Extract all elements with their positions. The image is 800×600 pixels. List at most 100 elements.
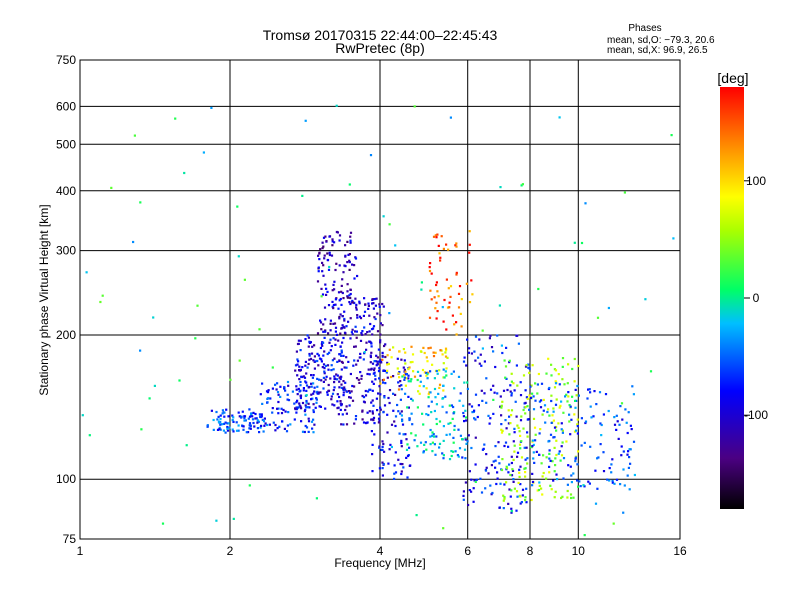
echo-point [379,322,382,325]
echo-point [456,454,459,457]
echo-point [356,359,359,362]
echo-point [450,454,453,458]
echo-point [299,396,302,400]
echo-point [348,390,351,393]
echo-point [342,354,345,357]
echo-point [349,235,352,238]
echo-point [517,342,520,345]
echo-point [463,356,466,359]
echo-point [338,315,341,319]
echo-point [485,377,488,380]
echo-point [322,245,325,248]
echo-point [307,362,310,366]
echo-point [295,401,298,404]
echo-point [338,359,341,362]
echo-point [140,428,143,431]
echo-point [468,403,471,406]
echo-point [535,450,538,453]
echo-point [325,287,328,290]
echo-point [608,467,611,470]
echo-point [382,305,385,308]
echo-point [322,236,326,239]
echo-point [464,481,467,484]
legend-title: Phases [628,23,661,34]
echo-point [323,350,326,353]
echo-point [504,419,507,422]
echo-point [438,383,442,386]
echo-point [303,430,306,434]
echo-point [323,370,326,373]
echo-point [360,377,363,380]
echo-point [420,288,423,291]
echo-point [228,426,231,429]
echo-point [459,392,462,395]
echo-point [589,405,592,408]
echo-point [493,391,496,394]
x-tick-label: 10 [572,544,586,558]
echo-point [419,380,422,383]
echo-point [309,341,312,344]
echo-point [492,412,495,415]
echo-point [366,411,369,414]
echo-point [490,464,493,467]
echo-point [285,430,289,433]
echo-point [335,104,338,107]
echo-point [550,363,553,366]
echo-point [354,297,357,300]
echo-point [425,374,428,377]
echo-point [319,319,322,322]
echo-point [375,364,378,367]
echo-point [369,340,372,343]
echo-point [366,372,369,376]
echo-point [326,252,329,255]
echo-point [398,371,401,374]
echo-point [263,424,266,427]
echo-point [462,404,465,407]
echo-point [430,411,433,414]
echo-point [577,394,580,397]
echo-point [363,310,367,313]
echo-point [613,423,617,426]
grid [80,60,680,539]
echo-point [299,339,302,342]
echo-point [276,407,279,410]
echo-point [465,419,468,422]
echo-point [384,382,387,385]
echo-point [385,371,388,374]
echo-point [380,361,383,364]
echo-point [352,301,355,304]
echo-point [520,415,523,418]
echo-point [330,369,333,372]
echo-point [649,370,653,373]
echo-point [327,383,330,387]
echo-point [521,494,524,497]
echo-point [323,367,326,370]
echo-point [305,401,308,404]
echo-point [431,434,434,437]
echo-point [390,356,393,359]
echo-point [243,419,246,422]
echo-point [330,254,334,257]
echo-point [413,105,416,108]
echo-point [404,373,407,376]
echo-point [596,316,600,319]
echo-point [531,472,534,475]
echo-point [584,202,587,205]
echo-point [503,359,506,362]
echo-point [390,445,393,449]
echo-point [448,458,452,461]
echo-point [333,357,336,360]
echo-point [342,336,345,340]
echo-point [388,448,391,451]
echo-point [526,435,529,438]
echo-point [410,397,413,400]
echo-point [388,389,392,392]
echo-point [590,416,593,419]
echo-point [325,375,328,378]
echo-point [411,360,414,364]
echo-point [297,387,300,390]
echo-point [336,360,339,363]
echo-point [435,422,438,426]
echo-point [328,251,331,254]
echo-point [417,390,420,393]
